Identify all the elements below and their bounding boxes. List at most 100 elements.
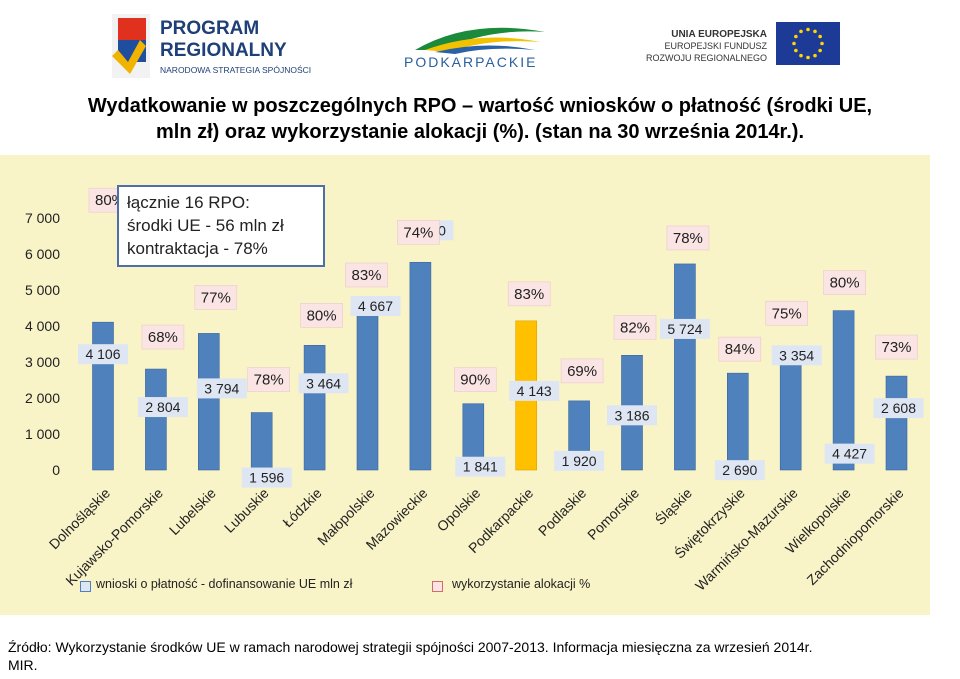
source-line-2: MIR. [8,657,38,673]
value-label: 5 724 [667,321,702,337]
podkarpackie-wave-blue-icon [435,45,535,54]
eu-star [806,55,810,60]
category-label: Opolskie [434,485,484,535]
program-text-2: REGIONALNY [160,40,287,61]
value-label-bg [554,450,605,471]
eu-star [806,27,810,32]
value-label-bg [824,443,875,464]
eu-star [799,53,803,58]
summary-line-2: środki UE - 56 mln zł [127,216,284,235]
category-label: Śląskie [651,484,695,528]
bar-14 [779,348,802,471]
value-label-bg [607,405,657,426]
bar-5 [303,344,326,471]
bar-12 [674,263,696,471]
category-label: Lubelskie [166,485,219,538]
value-label-bg [137,397,188,418]
allocation-label-bg [300,302,343,328]
allocation-label: 83% [351,267,381,284]
allocation-label-bg [141,324,185,350]
allocation-label-bg [507,281,551,307]
value-label: 3 464 [306,375,341,391]
source-note: Źródło: Wykorzystanie środków UE w ramac… [8,638,948,674]
summary-box: łącznie 16 RPO: środki UE - 56 mln zł ko… [117,185,325,267]
allocation-label-bg [666,225,710,251]
category-label: Łódzkie [279,485,325,531]
eu-star [799,29,803,34]
value-label: 3 186 [614,407,649,423]
allocation-label: 68% [148,329,178,346]
program-text-1: PROGRAM [160,18,259,39]
logo-star-icon [112,40,146,74]
bar-16 [885,375,908,471]
value-label-bg [241,467,292,488]
value-label: 1 596 [249,470,284,486]
value-label-bg [350,295,401,316]
legend-label-bars: wnioski o płatność - dofinansowanie UE m… [96,577,353,591]
value-label-bg [714,460,765,481]
y-axis: 0 1 000 2 000 3 000 4 000 5 000 6 000 7 000 [25,210,60,478]
bars: 4 106 80% 2 804 68% 3 794 77% 1 596 78% 3 464 80%… [78,187,924,488]
allocation-label-bg [194,285,238,310]
category-label: Zachodniopomorskie [803,485,906,588]
allocation-label: 90% [460,372,490,389]
value-label-bg [298,373,349,394]
title-line-2: mln zł) oraz wykorzystanie alokacji (%).… [155,121,805,143]
bar-2 [145,368,167,471]
y-tick-label: 3 000 [25,354,60,370]
chart-svg: 0 1 000 2 000 3 000 4 000 5 000 6 000 7 000 4 1… [25,187,924,594]
logos-svg: PROGRAM REGIONALNY NARODOWA STRATEGIA SP… [112,14,840,78]
value-label: 4 106 [85,346,120,362]
eu-stars-icon [792,27,824,60]
logo-flag-red-icon [118,18,146,40]
y-tick-label: 0 [52,462,60,478]
value-label: 4 427 [832,446,867,462]
program-regionalny-logo: PROGRAM REGIONALNY NARODOWA STRATEGIA SP… [112,14,311,78]
bar-3 [198,333,220,471]
y-tick-label: 4 000 [25,318,60,334]
y-tick-label: 7 000 [25,210,60,226]
allocation-label: 73% [881,339,911,356]
allocation-label: 80% [830,275,860,292]
value-label: 2 608 [881,400,916,416]
bar-7 [409,261,432,471]
eu-star [794,34,798,39]
allocation-label: 69% [567,363,597,380]
eu-text-3: ROZWOJU REGIONALNEGO [646,53,767,63]
summary-line-1: łącznie 16 RPO: [127,193,250,212]
allocation-label: 78% [254,372,284,389]
category-label: Pomorskie [584,485,642,543]
allocation-label-bg [560,358,604,384]
bar-6 [356,301,379,471]
eu-star [818,48,822,53]
value-label: 4 667 [358,298,393,314]
chart-area: 0 1 000 2 000 3 000 4 000 5 000 6 000 7 000 4 1… [0,155,930,615]
allocation-label: 83% [514,286,544,303]
allocation-label: 80% [307,307,337,324]
eu-text-1: UNIA EUROPEJSKA [671,29,767,40]
allocation-label: 84% [725,341,755,358]
allocation-label: 75% [772,305,802,322]
eu-star [813,53,817,58]
value-label-bg [659,318,710,339]
category-label: Warmińsko-Mazurskie [692,485,801,594]
podkarpackie-logo: PODKARPACKIE [404,27,545,70]
eu-star [813,29,817,34]
allocation-label-bg [765,300,809,326]
allocation-label-bg [613,315,657,340]
y-tick-label: 2 000 [25,390,60,406]
source-line-1: Źródło: Wykorzystanie środków UE w ramac… [8,639,813,655]
allocation-label: 74% [403,224,433,241]
allocation-label-bg [823,270,866,295]
y-tick-label: 5 000 [25,282,60,298]
value-label: 1 920 [562,453,597,469]
chart-title: Wydatkowanie w poszczególnych RPO – wart… [40,93,920,145]
allocation-label: 82% [620,319,650,336]
bar-15 [832,310,855,471]
value-label-bg [509,380,560,401]
value-label-bg [771,345,822,366]
value-label-bg [196,378,247,399]
allocation-label-bg [718,336,762,362]
allocation-label: 77% [201,289,231,306]
allocation-label-bg [247,367,290,392]
